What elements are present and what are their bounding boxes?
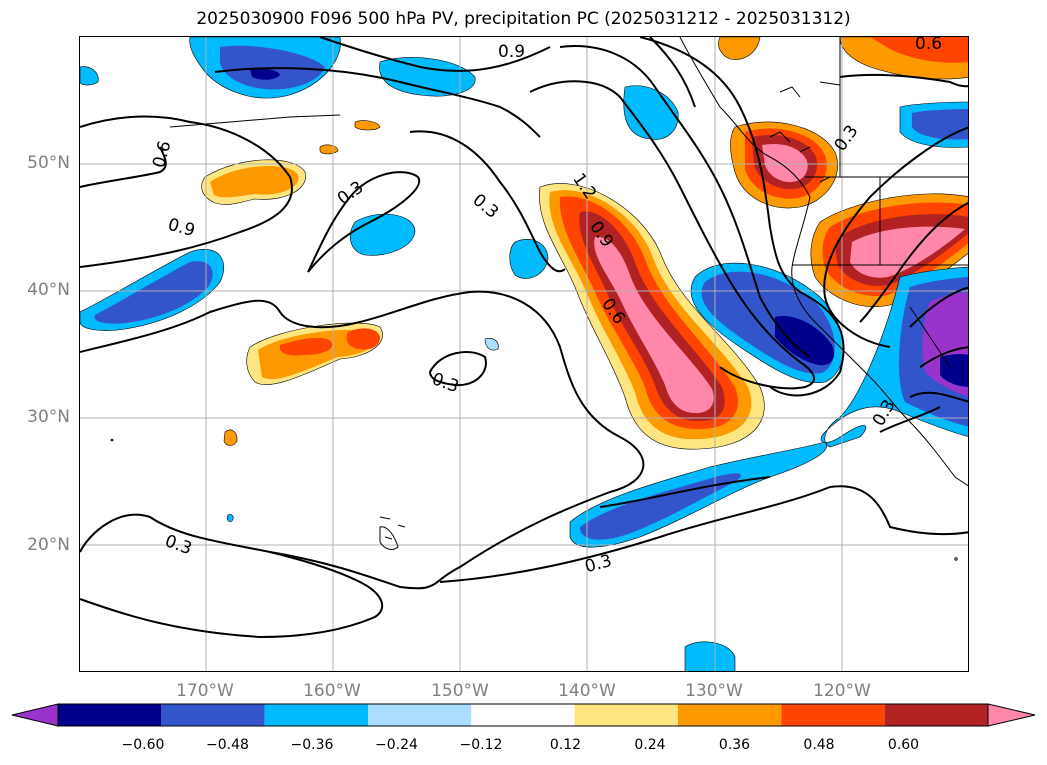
lon-label-130w: 130°W (685, 681, 743, 701)
pv-contour-0-3-mid (307, 171, 421, 273)
colorbar-tick-label: 0.36 (718, 737, 751, 753)
lon-label-160w: 160°W (303, 681, 361, 701)
colorbar-segment (58, 704, 162, 726)
contour-label: 0.9 (166, 215, 197, 241)
contour-label: 0.6 (149, 139, 175, 170)
map-title: 2025030900 F096 500 hPa PV, precipitatio… (196, 9, 851, 29)
contour-label: 0.3 (334, 177, 368, 209)
coastlines (110, 37, 968, 561)
lat-label-50n: 50°N (27, 153, 70, 173)
colorbar-segment (678, 704, 782, 726)
lon-label-120w: 120°W (813, 681, 871, 701)
colorbar-tick-label: −0.60 (121, 737, 165, 753)
colorbar-tick-label: 0.60 (887, 737, 920, 753)
colorbar-segment (161, 704, 265, 726)
precip-fill-layer (80, 37, 968, 671)
contour-label: 0.3 (429, 369, 461, 397)
contour-label: 0.6 (915, 37, 942, 54)
colorbar-segment (781, 704, 885, 726)
colorbar-segment (368, 704, 472, 726)
map-panel: 0.9 0.6 0.3 0.9 0.3 1.2 0.9 0.6 0.3 0.3 … (79, 36, 969, 672)
colorbar-tick-label: 0.12 (549, 737, 582, 753)
pv-contours (80, 37, 968, 639)
colorbar-tick-label: −0.36 (290, 737, 334, 753)
colorbar (11, 703, 1036, 727)
colorbar-outline (57, 703, 989, 727)
colorbar-segment (264, 704, 368, 726)
colorbar-segment (471, 704, 575, 726)
colorbar-segment (574, 704, 678, 726)
colorbar-extend-high (987, 703, 1036, 727)
pv-contour-0-3-south (80, 551, 384, 639)
colorbar-tick-label: −0.48 (206, 737, 249, 753)
pv-contour-0-9-top (214, 67, 541, 138)
colorbar-tick-label: 0.24 (634, 737, 666, 753)
precip-negative-mid (349, 213, 416, 256)
lon-label-150w: 150°W (431, 681, 489, 701)
lon-label-170w: 170°W (176, 681, 234, 701)
lat-label-20n: 20°N (27, 535, 70, 555)
lat-label-30n: 30°N (27, 407, 70, 427)
contour-label: 0.3 (831, 121, 863, 155)
contour-label: 0.9 (498, 42, 525, 62)
colorbar-extend-low (11, 703, 59, 727)
colorbar-tick-label: −0.12 (459, 737, 503, 753)
lat-label-40n: 40°N (27, 280, 70, 300)
contour-label: 0.3 (469, 190, 503, 223)
colorbar-tick-label: −0.24 (375, 737, 418, 753)
colorbar-tick-label: 0.48 (803, 737, 835, 753)
map-canvas: 0.9 0.6 0.3 0.9 0.3 1.2 0.9 0.6 0.3 0.3 … (80, 37, 968, 671)
colorbar-segment (884, 704, 988, 726)
colorbar-segments (11, 703, 1036, 727)
lon-label-140w: 140°W (558, 681, 616, 701)
pv-contour-0-6 (80, 115, 293, 268)
